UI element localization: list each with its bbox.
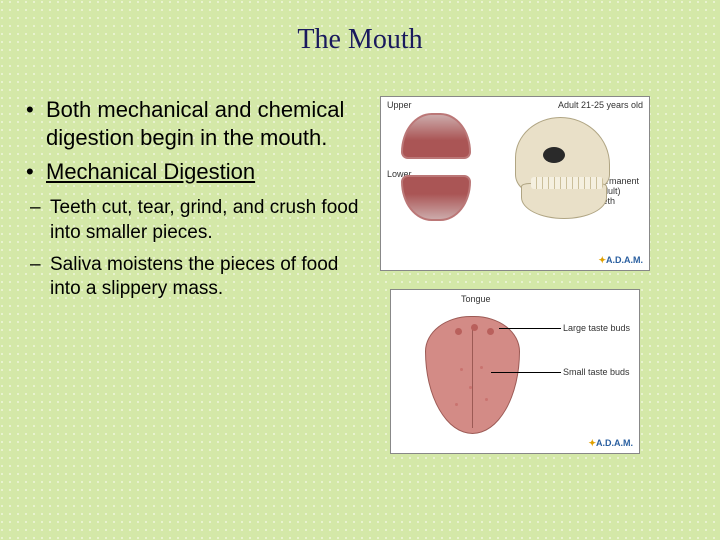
upper-label: Upper bbox=[387, 100, 412, 110]
large-taste-bud-icon bbox=[455, 328, 462, 335]
small-taste-bud-icon bbox=[480, 366, 483, 369]
bullet-1: Both mechanical and chemical digestion b… bbox=[46, 96, 370, 152]
text-column: Both mechanical and chemical digestion b… bbox=[20, 96, 380, 454]
sub-bullet-1: Teeth cut, tear, grind, and crush food i… bbox=[50, 196, 370, 245]
brand-text-2: A.D.A.M. bbox=[596, 438, 633, 448]
small-taste-bud-icon bbox=[485, 398, 488, 401]
small-taste-bud-icon bbox=[455, 403, 458, 406]
skull-eye-socket bbox=[543, 147, 565, 163]
slide-title: The Mouth bbox=[0, 0, 720, 66]
label-small-buds: Small taste buds bbox=[563, 367, 630, 377]
age-label: Adult 21-25 years old bbox=[558, 100, 643, 110]
label-large-buds: Large taste buds bbox=[563, 323, 630, 333]
main-bullet-list: Both mechanical and chemical digestion b… bbox=[20, 96, 370, 186]
bullet-2-text: Mechanical Digestion bbox=[46, 159, 255, 184]
tooth-type-legend bbox=[387, 230, 567, 256]
brand-text-1: A.D.A.M. bbox=[606, 255, 643, 265]
teeth-diagram-figure: Upper Lower Adult 21-25 years old Perman… bbox=[380, 96, 650, 271]
large-taste-bud-icon bbox=[487, 328, 494, 335]
pointer-line-large bbox=[499, 328, 561, 329]
tongue-median-line bbox=[472, 328, 473, 428]
large-taste-bud-icon bbox=[471, 324, 478, 331]
content-area: Both mechanical and chemical digestion b… bbox=[0, 66, 720, 454]
legend-swatch-2 bbox=[387, 230, 393, 236]
upper-arch bbox=[401, 113, 471, 159]
dental-arch-diagram bbox=[389, 113, 484, 233]
pointer-line-small bbox=[491, 372, 561, 373]
sub-bullet-list: Teeth cut, tear, grind, and crush food i… bbox=[20, 196, 370, 301]
sub-bullet-2: Saliva moistens the pieces of food into … bbox=[50, 253, 370, 302]
brand-adam-1: ✦A.D.A.M. bbox=[598, 255, 643, 266]
small-taste-bud-icon bbox=[469, 386, 472, 389]
image-column: Upper Lower Adult 21-25 years old Perman… bbox=[380, 96, 680, 454]
small-taste-bud-icon bbox=[460, 368, 463, 371]
tongue-title: Tongue bbox=[461, 294, 491, 304]
bullet-2: Mechanical Digestion bbox=[46, 158, 370, 186]
tongue-diagram-figure: Tongue Large taste buds Small taste buds… bbox=[390, 289, 640, 454]
skull-teeth bbox=[531, 177, 603, 189]
skull-illustration bbox=[505, 113, 635, 233]
brand-adam-2: ✦A.D.A.M. bbox=[588, 438, 633, 449]
lower-arch bbox=[401, 175, 471, 221]
